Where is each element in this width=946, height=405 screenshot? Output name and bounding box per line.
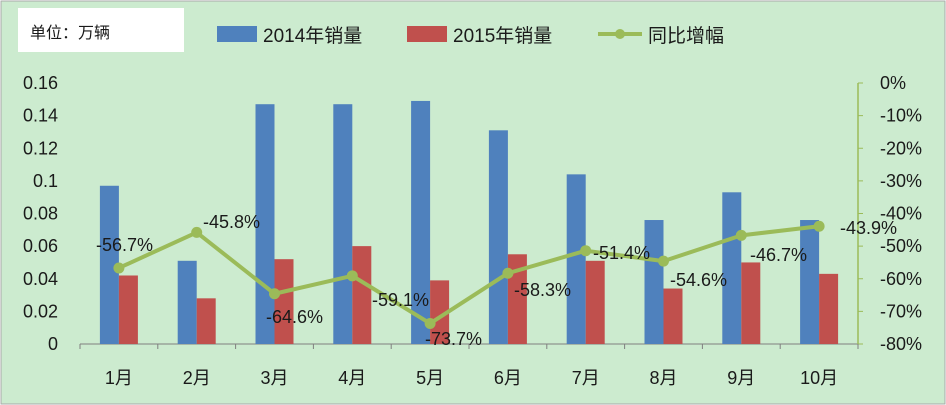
bar-2015: [196, 298, 216, 344]
bar-2015: [274, 259, 294, 344]
growth-point: [113, 262, 125, 274]
bar-2014: [800, 220, 820, 344]
legend-label-growth: 同比增幅: [648, 25, 724, 47]
growth-data-label: -54.6%: [670, 270, 727, 290]
category-label: 3月: [260, 368, 288, 388]
right-tick-label: -20%: [880, 138, 922, 158]
growth-point: [191, 226, 203, 238]
bar-2014: [566, 174, 586, 344]
legend: 2014年销量 2015年销量 同比增幅: [217, 25, 724, 47]
growth-point: [813, 220, 825, 232]
growth-point: [658, 255, 669, 267]
bar-2014: [99, 185, 119, 344]
legend-label-2015: 2015年销量: [453, 25, 552, 47]
category-label: 4月: [338, 368, 366, 388]
bar-2015: [352, 246, 372, 344]
bar-2014: [488, 130, 508, 344]
growth-point: [735, 229, 747, 241]
legend-marker-growth: [615, 29, 625, 39]
growth-data-label: -58.3%: [514, 280, 571, 300]
right-tick-label: -10%: [880, 106, 922, 126]
growth-data-label: -46.7%: [750, 245, 807, 265]
legend-label-2014: 2014年销量: [263, 25, 362, 47]
growth-point: [346, 270, 358, 282]
right-tick-label: -30%: [880, 171, 922, 191]
legend-swatch-2014: [217, 26, 257, 42]
category-label: 1月: [105, 368, 133, 388]
growth-data-label: -51.4%: [593, 243, 650, 263]
bar-2015: [585, 260, 605, 344]
category-label: 6月: [494, 368, 522, 388]
growth-data-label: -56.7%: [96, 235, 153, 255]
bar-2015: [663, 288, 683, 344]
bar-2015: [430, 280, 450, 344]
axes: 0 0.02 0.04 0.06 0.08 0.1 0.12 0.14 0.16 -80% -70%…: [23, 73, 922, 388]
growth-data-label: -64.6%: [266, 307, 323, 327]
bar-2015: [741, 262, 761, 344]
category-label: 7月: [572, 368, 600, 388]
bar-2015: [819, 273, 839, 344]
growth-point: [269, 288, 280, 300]
category-label: 2月: [183, 368, 211, 388]
left-tick-label: 0.14: [23, 106, 58, 126]
growth-point: [580, 245, 592, 257]
bar-2014: [411, 100, 431, 344]
bar-2015: [118, 275, 138, 344]
growth-polyline: [118, 224, 820, 326]
growth-data-label: -73.7%: [425, 329, 482, 349]
category-label: 5月: [416, 368, 444, 388]
data-labels: -56.7% -45.8% -64.6% -59.1% -73.7% -58.3% -51.…: [96, 212, 897, 349]
growth-data-label: -43.9%: [840, 218, 897, 238]
growth-data-label: -59.1%: [372, 290, 429, 310]
legend-swatch-2015: [407, 26, 447, 42]
left-tick-label: 0: [48, 334, 58, 354]
left-tick-label: 0.1: [33, 171, 58, 191]
right-tick-label: -70%: [880, 301, 922, 321]
growth-point: [424, 317, 436, 329]
right-tick-label: -80%: [880, 334, 922, 354]
left-tick-label: 0.12: [23, 138, 58, 158]
category-label: 9月: [727, 368, 755, 388]
right-tick-label: -50%: [880, 236, 922, 256]
category-label: 10月: [800, 368, 838, 388]
unit-label: 单位：万辆: [30, 24, 110, 42]
category-label: 8月: [649, 368, 677, 388]
right-tick-label: -40%: [880, 204, 922, 224]
bar-2014: [333, 104, 353, 344]
left-tick-label: 0.06: [23, 236, 58, 256]
bar-2015: [507, 254, 527, 344]
bar-2014: [644, 220, 664, 344]
growth-line: [113, 220, 825, 329]
bar-2014: [177, 260, 197, 344]
bars: [99, 100, 839, 344]
left-tick-label: 0.02: [23, 301, 58, 321]
left-tick-label: 0.16: [23, 73, 58, 93]
left-tick-label: 0.08: [23, 204, 58, 224]
growth-point: [502, 267, 514, 279]
bar-2014: [722, 192, 742, 344]
unit-box: [18, 8, 184, 52]
right-tick-label: -60%: [880, 269, 922, 289]
right-tick-label: 0%: [880, 73, 906, 93]
growth-data-label: -45.8%: [203, 212, 260, 232]
left-tick-label: 0.04: [23, 269, 58, 289]
